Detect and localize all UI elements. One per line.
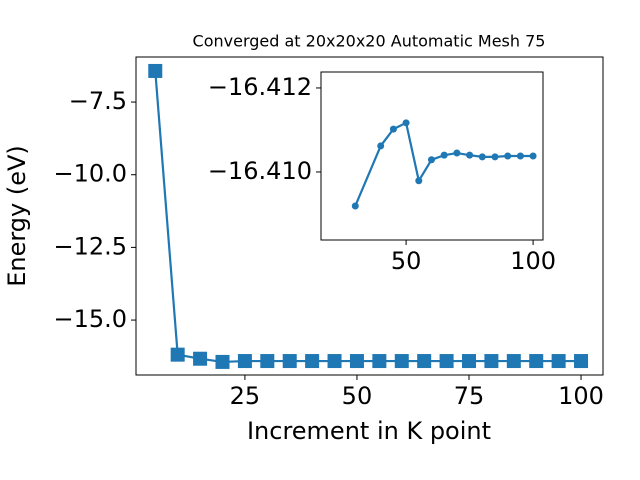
marker xyxy=(491,153,499,161)
marker xyxy=(377,142,385,150)
y-axis-label: Energy (eV) xyxy=(3,145,31,287)
marker xyxy=(327,354,342,369)
marker xyxy=(504,152,512,160)
marker xyxy=(193,351,208,366)
x-tick-label: 100 xyxy=(510,247,556,275)
plot-frame xyxy=(135,56,604,376)
marker xyxy=(453,149,461,157)
marker xyxy=(402,119,410,127)
y-tick-label: −16.412 xyxy=(208,73,312,101)
y-tick-label: −10.0 xyxy=(53,160,127,188)
marker xyxy=(260,354,275,369)
marker xyxy=(440,151,448,159)
x-tick-label: 50 xyxy=(342,382,373,410)
marker xyxy=(529,354,544,369)
y-tick-label: −7.5 xyxy=(69,87,127,115)
plot-frame xyxy=(320,71,544,241)
x-axis-label: Increment in K point xyxy=(247,417,491,445)
marker xyxy=(574,354,589,369)
x-tick-label: 25 xyxy=(230,382,261,410)
marker xyxy=(478,153,486,161)
x-tick-label: 50 xyxy=(391,247,422,275)
marker xyxy=(351,202,359,210)
marker xyxy=(529,152,537,160)
marker xyxy=(466,151,474,159)
marker xyxy=(551,354,566,369)
marker xyxy=(282,354,297,369)
marker xyxy=(372,354,387,369)
marker xyxy=(237,354,252,369)
marker xyxy=(170,347,185,362)
marker xyxy=(516,152,524,160)
x-tick-label: 100 xyxy=(558,382,604,410)
y-tick-label: −15.0 xyxy=(53,305,127,333)
marker xyxy=(415,177,423,185)
marker xyxy=(148,63,163,78)
marker xyxy=(417,354,432,369)
marker xyxy=(506,354,521,369)
y-tick-label: −12.5 xyxy=(53,232,127,260)
marker xyxy=(484,354,499,369)
chart-title: Converged at 20x20x20 Automatic Mesh 75 xyxy=(193,32,546,51)
marker xyxy=(427,156,435,164)
y-tick-label: −16.410 xyxy=(208,157,312,185)
marker xyxy=(439,354,454,369)
marker xyxy=(305,354,320,369)
marker xyxy=(389,125,397,133)
x-tick-label: 75 xyxy=(454,382,485,410)
marker xyxy=(461,354,476,369)
marker xyxy=(394,354,409,369)
marker xyxy=(349,354,364,369)
marker xyxy=(215,354,230,369)
